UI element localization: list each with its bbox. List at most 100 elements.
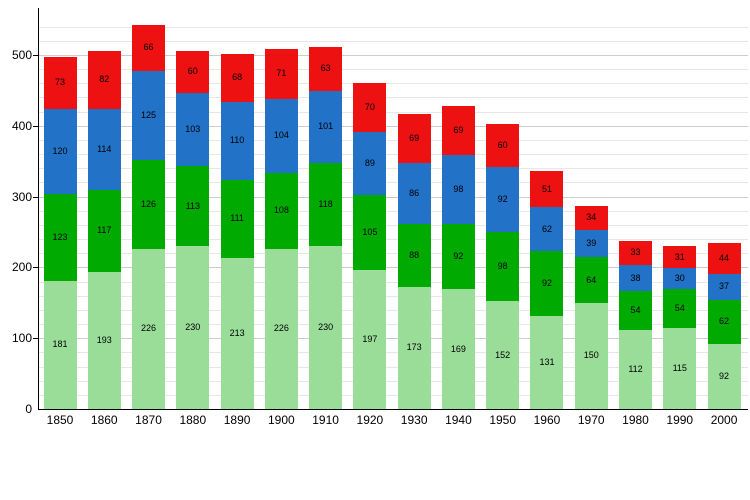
bar-segment-cauco-2000: 37	[707, 273, 741, 300]
bar-segment-value: 92	[453, 251, 464, 262]
bar-segment-value: 92	[719, 370, 730, 381]
bar-segment-arvigo-1980: 112	[619, 329, 652, 409]
bar-segment-value: 69	[409, 133, 420, 144]
bar-segment-value: 226	[273, 323, 289, 334]
bar-segment-value: 54	[674, 302, 685, 313]
gridline-minor	[38, 154, 748, 156]
gridline-minor	[38, 281, 748, 283]
gridline-minor	[38, 253, 748, 255]
plot-area: 181 123 120 73 1850 193 117 114 82 1860 226 126 125 6…	[11, 8, 748, 427]
bar-segment-value: 70	[364, 101, 375, 112]
bar-segment-selma-1970: 34	[574, 205, 608, 230]
y-axis-line	[38, 8, 39, 410]
bar-segment-value: 118	[318, 198, 333, 209]
y-axis-tick	[33, 196, 38, 198]
bar-segment-value: 169	[450, 343, 466, 354]
bar-segment-braggio-2000: 62	[707, 299, 741, 344]
x-axis-tick-label: 1950	[489, 413, 517, 427]
bar-segment-cauco-1970: 39	[574, 229, 608, 258]
bar-segment-selma-1930: 69	[397, 114, 431, 164]
bar-segment-value: 226	[141, 323, 157, 334]
gridline-minor	[38, 352, 748, 354]
bar-segment-cauco-1930: 86	[397, 163, 431, 225]
bar-segment-value: 114	[97, 143, 112, 154]
y-axis-tick-label: 300	[11, 189, 32, 204]
bar-segment-braggio-1950: 98	[486, 232, 520, 302]
bar-segment-value: 98	[497, 261, 508, 272]
bar-segment-value: 110	[229, 135, 245, 146]
bar-segment-cauco-1880: 103	[176, 93, 210, 167]
legend: Arvigo Braggio Cauco Selma	[0, 426, 750, 500]
bar-segment-value: 213	[229, 328, 245, 339]
bar-segment-value: 152	[495, 349, 511, 360]
bar-segment-cauco-1940: 98	[441, 154, 475, 225]
bar-segment-value: 92	[541, 278, 552, 289]
bar-segment-value: 126	[141, 198, 157, 209]
bar-segment-value: 123	[52, 231, 68, 242]
bar-segment-braggio-1880: 113	[176, 166, 210, 247]
gridline-minor	[38, 168, 748, 170]
bar-segment-value: 104	[273, 130, 289, 141]
bar-segment-braggio-1940: 92	[441, 224, 475, 290]
bar-segment-cauco-1890: 110	[220, 101, 254, 180]
bar-segment-braggio-1930: 88	[397, 224, 431, 287]
bar-segment-selma-1940: 69	[441, 105, 475, 155]
bar-segment-selma-1920: 70	[353, 82, 387, 133]
gridline-minor	[38, 366, 748, 368]
gridline-major	[38, 338, 748, 340]
gridline-minor	[38, 224, 748, 226]
gridline-major	[38, 125, 748, 127]
bar-segment-value: 44	[719, 252, 730, 263]
bar-segment-value: 173	[406, 342, 422, 353]
bar-segment-braggio-1850: 123	[43, 193, 77, 281]
gridline-minor	[38, 69, 748, 71]
x-axis-tick-label: 1930	[400, 413, 428, 427]
bar-segment-value: 181	[52, 339, 68, 350]
bar-segment-value: 125	[141, 110, 157, 121]
x-axis-tick-label: 1980	[622, 413, 649, 427]
bar-segment-arvigo-1940: 169	[441, 289, 475, 409]
bar-segment-arvigo-1990: 115	[663, 327, 697, 409]
gridline-minor	[38, 324, 748, 326]
gridline-minor	[38, 380, 748, 382]
bar-segment-cauco-1920: 89	[353, 132, 387, 196]
gridline-major	[38, 55, 748, 56]
y-axis-tick	[33, 338, 38, 340]
bar-segment-value: 37	[719, 281, 730, 292]
gridline-minor	[38, 97, 748, 99]
bar-segment-braggio-1920: 105	[353, 195, 387, 270]
bar-segment-value: 88	[409, 249, 420, 260]
bar-segment-arvigo-1910: 230	[309, 246, 343, 409]
bar-segment-value: 193	[96, 335, 112, 346]
gridline-minor	[38, 111, 748, 113]
x-axis-line	[38, 409, 748, 410]
bar-segment-selma-2000: 44	[707, 242, 741, 274]
x-axis-tick-label: 1940	[445, 413, 472, 427]
bar-segment-cauco-1850: 120	[43, 108, 77, 194]
bar-segment-value: 71	[276, 68, 287, 79]
bar-segment-cauco-1990: 30	[663, 268, 697, 290]
bar-segment-braggio-1890: 111	[220, 179, 254, 259]
bar-segment-cauco-1860: 114	[87, 108, 121, 190]
bar-segment-arvigo-1880: 230	[176, 246, 210, 409]
bar-segment-value: 31	[674, 251, 685, 262]
bar-segment-braggio-1870: 126	[132, 159, 166, 249]
x-axis-tick-label: 1900	[267, 413, 295, 427]
bar-segment-value: 54	[630, 305, 641, 316]
bar-segment-arvigo-1930: 173	[397, 286, 431, 409]
bar-segment-value: 120	[52, 145, 68, 156]
gridline-major	[38, 196, 748, 198]
gridline-major	[38, 267, 748, 269]
y-axis-tick-label: 200	[11, 260, 32, 275]
bar-segment-value: 63	[320, 63, 331, 74]
bar-segment-braggio-1910: 118	[309, 162, 343, 247]
gridline-minor	[38, 83, 748, 85]
bar-segment-selma-1900: 71	[264, 48, 298, 99]
bar-segment-selma-1870: 66	[132, 24, 166, 72]
bar-segment-value: 34	[586, 212, 597, 223]
bar-segment-value: 230	[185, 322, 201, 333]
bar-segment-value: 92	[497, 193, 508, 204]
bar-segment-value: 101	[318, 121, 334, 132]
bar-segment-cauco-1960: 62	[530, 207, 564, 252]
